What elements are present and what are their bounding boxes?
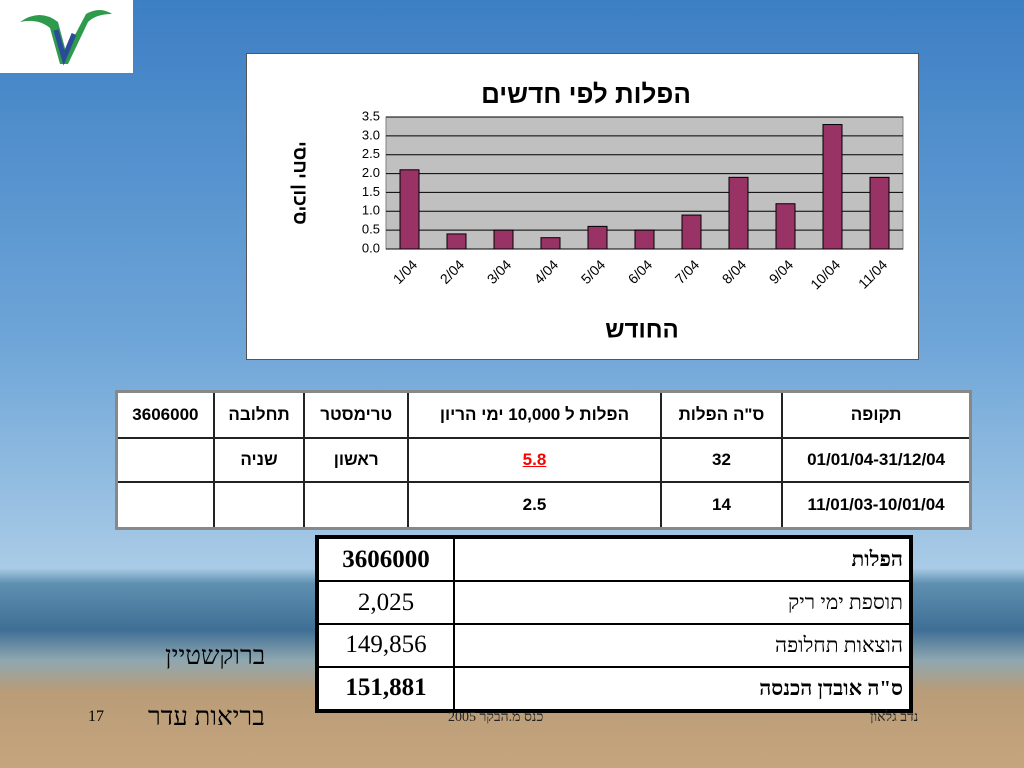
table-cell: 3606000 — [316, 535, 455, 583]
bar — [446, 233, 467, 250]
bar — [634, 229, 655, 250]
y-tick-label: 0.0 — [362, 240, 380, 255]
bar — [822, 124, 843, 250]
table-cell: ראשון — [303, 436, 410, 484]
y-tick-label: 0.5 — [362, 222, 380, 237]
bar — [775, 203, 796, 250]
bar — [540, 237, 561, 250]
table-row: הפלות 3606000 — [316, 535, 912, 583]
y-tick-label: 2.0 — [362, 165, 380, 180]
bar — [493, 229, 514, 250]
table-row: 01/01/04-31/12/04 32 5.8 ראשון שניה — [115, 436, 972, 484]
y-tick-label: 1.5 — [362, 184, 380, 199]
table-cell: 01/01/04-31/12/04 — [781, 436, 972, 484]
cost-table: הפלות 3606000 תוספת ימי ריק 2,025 הוצאות תחל… — [315, 535, 913, 713]
table-cell — [212, 481, 306, 530]
chart-frame: הפלות לפי חדשים סיכון יחסי החודש 0.0 0.5 1… — [246, 53, 919, 360]
bar — [728, 176, 749, 250]
table-cell: 14 — [659, 481, 784, 530]
table-cell: 3606000 — [115, 390, 215, 439]
y-tick-label: 2.5 — [362, 146, 380, 161]
table-row: תוספת ימי ריק 2,025 — [316, 580, 912, 625]
x-tick-label: 3/04 — [484, 256, 515, 287]
table-row: תקופה ס"ה הפלות הפלות ל 10,000 ימי הריון טר… — [115, 390, 972, 439]
page-number: 17 — [88, 708, 104, 725]
x-tick-label: 10/04 — [807, 256, 843, 292]
table-cell — [303, 481, 410, 530]
y-tick-label: 3.0 — [362, 127, 380, 142]
table-cell: הוצאות תחלופה — [453, 622, 912, 668]
table-cell: 151,881 — [316, 665, 455, 713]
bar — [587, 225, 608, 250]
author: ברוקשטיין — [165, 641, 266, 670]
table-cell: הפלות ל 10,000 ימי הריון — [407, 390, 662, 439]
table-row: הוצאות תחלופה 149,856 — [316, 622, 912, 668]
table-row: 11/01/03-10/01/04 14 2.5 — [115, 481, 972, 530]
event: כנס מ.הבקר 2005 — [448, 710, 544, 725]
x-tick-label: 5/04 — [578, 256, 609, 287]
x-tick-label: 6/04 — [625, 256, 656, 287]
bar — [869, 176, 890, 250]
x-tick-label: 7/04 — [672, 256, 703, 287]
x-axis-label: החודש — [605, 316, 679, 343]
table-row: ס"ה אובדן הכנסה 151,881 — [316, 665, 912, 713]
x-tick-label: 2/04 — [437, 256, 468, 287]
table-cell: ס"ה הפלות — [659, 390, 784, 439]
chart-title: הפלות לפי חדשים — [481, 79, 691, 109]
table-cell: 32 — [659, 436, 784, 484]
table-cell: שניה — [212, 436, 306, 484]
chart: הפלות לפי חדשים סיכון יחסי החודש 0.0 0.5 1… — [289, 79, 904, 343]
table-cell: 149,856 — [316, 622, 455, 668]
x-tick-label: 1/04 — [390, 256, 421, 287]
department: בריאות עדר — [148, 702, 265, 731]
plot-area — [385, 116, 904, 250]
bar — [681, 214, 702, 250]
y-axis-label: סיכון יחסי — [289, 141, 310, 225]
logo — [0, 0, 133, 73]
y-tick-label: 3.5 — [362, 108, 380, 123]
table-cell: טרימסטר — [303, 390, 410, 439]
table-cell: 2.5 — [407, 481, 662, 530]
table-cell: תחלובה — [212, 390, 306, 439]
table-cell: 2,025 — [316, 580, 455, 625]
table-cell: תקופה — [781, 390, 972, 439]
table-cell: ס"ה אובדן הכנסה — [453, 665, 912, 713]
x-tick-label: 9/04 — [766, 256, 797, 287]
bar — [399, 169, 420, 250]
x-tick-label: 4/04 — [531, 256, 562, 287]
table-cell: תוספת ימי ריק — [453, 580, 912, 625]
y-tick-label: 1.0 — [362, 203, 380, 218]
table-cell: 11/01/03-10/01/04 — [781, 481, 972, 530]
table-cell: הפלות — [453, 535, 912, 583]
table-cell — [115, 481, 215, 530]
table-cell — [115, 436, 215, 484]
x-tick-label: 11/04 — [855, 256, 891, 292]
table-cell: 5.8 — [407, 436, 662, 484]
summary-table: תקופה ס"ה הפלות הפלות ל 10,000 ימי הריון טר… — [115, 390, 972, 530]
presenter: נדב גלאון — [870, 710, 919, 725]
x-tick-label: 8/04 — [719, 256, 750, 287]
